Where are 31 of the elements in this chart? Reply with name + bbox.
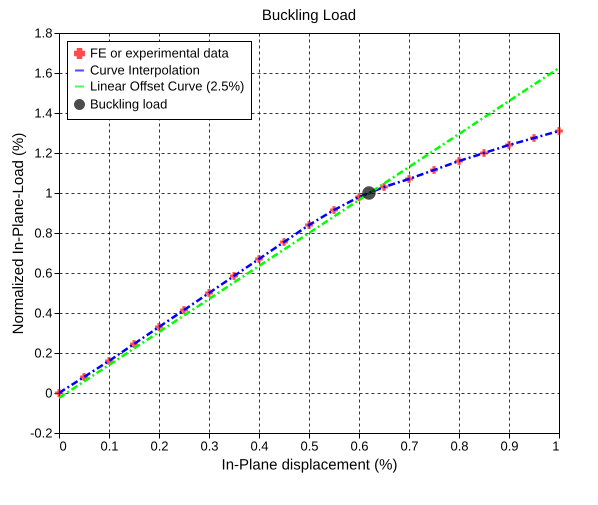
- x-tick-label: 0.7: [400, 438, 419, 454]
- x-tick-label: 0.5: [300, 438, 319, 454]
- y-tick-label: 1.8: [34, 26, 52, 40]
- x-tick-label: 0: [60, 438, 67, 454]
- chart-title: Buckling Load: [262, 7, 356, 24]
- legend-label: Linear Offset Curve (2.5%): [90, 78, 244, 94]
- y-tick-label: 0.4: [34, 306, 52, 320]
- x-tick-label: 0.6: [350, 438, 369, 454]
- x-tick-label: 0.8: [450, 438, 469, 454]
- point: [362, 186, 376, 200]
- y-tick-label: 1: [45, 186, 52, 200]
- y-tick-label: 1.2: [34, 146, 52, 160]
- y-tick-label: 1.4: [34, 106, 52, 120]
- legend-label: FE or experimental data: [90, 46, 230, 60]
- y-tick-label: 0.6: [34, 266, 52, 280]
- y-tick-label: 0: [45, 386, 52, 400]
- y-tick-label: 1.6: [34, 66, 52, 80]
- y-axis-title: Normalized In-Plane-Load (%): [10, 132, 28, 334]
- y-tick-label: 0.8: [34, 226, 52, 240]
- x-tick-label: 1: [552, 438, 560, 454]
- x-tick-label: 0.9: [500, 438, 519, 454]
- point: [555, 127, 563, 135]
- x-tick-label: 0.4: [250, 438, 269, 454]
- x-axis-title: In-Plane displacement (%): [222, 456, 398, 474]
- y-tick-label: 0.2: [34, 346, 52, 360]
- x-tick-label: 0.3: [200, 438, 219, 454]
- y-tick-label: -0.2: [30, 426, 52, 440]
- x-tick-label: 0.2: [150, 438, 169, 454]
- legend-label: Buckling load: [90, 96, 168, 112]
- x-tick-label: 0.1: [100, 438, 119, 454]
- legend-label: Curve Interpolation: [90, 62, 200, 78]
